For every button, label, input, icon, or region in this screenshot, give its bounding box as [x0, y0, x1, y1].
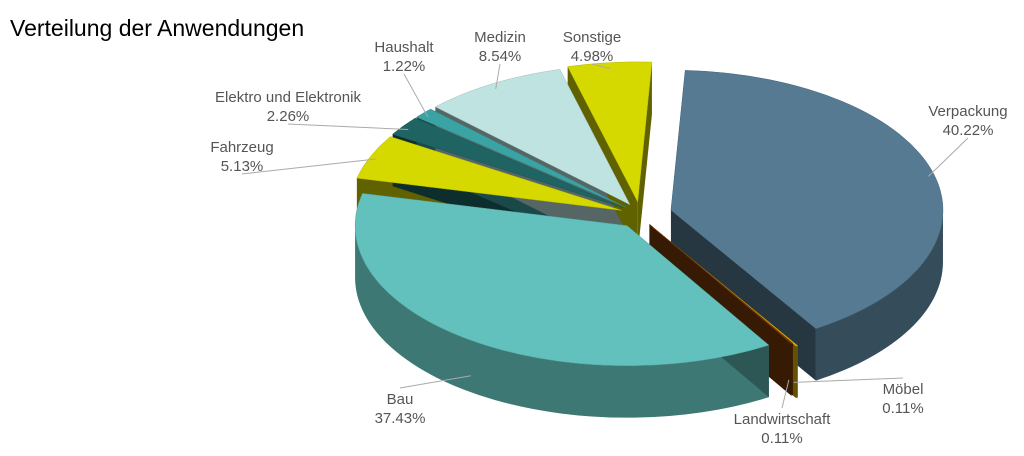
- slice-label: Möbel: [883, 381, 924, 398]
- leader-line: [403, 73, 429, 118]
- slice-value-label: 1.22%: [383, 58, 426, 75]
- slice: [354, 193, 770, 366]
- slice: [567, 61, 653, 203]
- slice-value-label: 4.98%: [571, 48, 614, 65]
- slice-label: Medizin: [474, 29, 526, 46]
- slice-value-label: 0.11%: [882, 400, 923, 417]
- leader-line: [793, 377, 904, 383]
- slice-value-label: 2.26%: [267, 108, 310, 125]
- slice-value-label: 8.54%: [479, 48, 522, 65]
- slice-cut: [637, 62, 652, 254]
- slice: [434, 69, 631, 206]
- slice-value-label: 0.11%: [761, 430, 802, 447]
- slice-label: Landwirtschaft: [734, 411, 832, 428]
- slice-label: Elektro und Elektronik: [215, 89, 361, 106]
- slice-label: Fahrzeug: [210, 139, 273, 156]
- slice: [670, 70, 944, 329]
- leader-line: [928, 137, 969, 177]
- slice: [356, 136, 622, 211]
- chart-title: Verteilung der Anwendungen: [10, 15, 304, 41]
- slice-tops: [354, 61, 944, 366]
- slice-value-label: 37.43%: [375, 410, 426, 427]
- leader-line: [781, 379, 790, 409]
- slice-label: Haushalt: [374, 39, 434, 56]
- slice-label: Verpackung: [928, 103, 1007, 120]
- leader-line: [399, 375, 471, 389]
- leader-line: [591, 63, 611, 70]
- leader-line: [495, 63, 501, 90]
- slice-value-label: 40.22%: [943, 122, 994, 139]
- leader-line: [287, 123, 409, 130]
- slice: [416, 108, 626, 208]
- slice: [649, 224, 794, 344]
- slice-side: [355, 225, 769, 418]
- slice-label: Bau: [387, 391, 414, 408]
- slice: [392, 117, 624, 209]
- slice-label: Sonstige: [563, 29, 621, 46]
- slice-side: [815, 210, 943, 381]
- slice-value-label: 5.13%: [221, 158, 264, 175]
- leader-line: [241, 158, 376, 175]
